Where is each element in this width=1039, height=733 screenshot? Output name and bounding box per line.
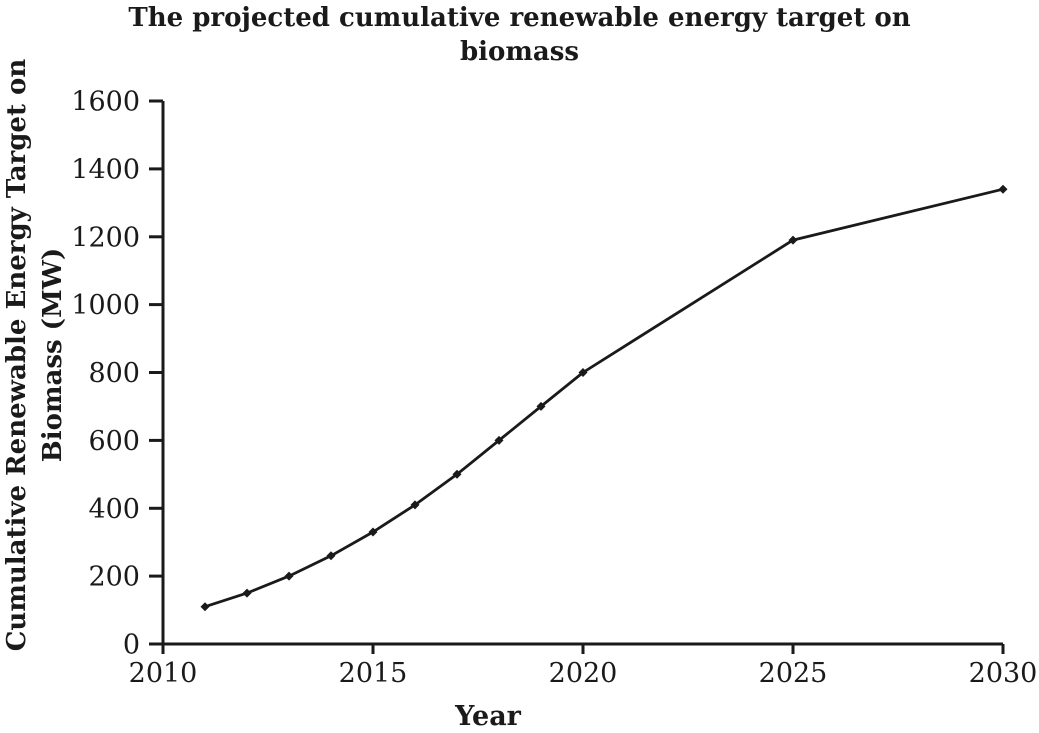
data-point-marker bbox=[326, 551, 336, 561]
y-tick-label: 1200 bbox=[71, 222, 140, 253]
y-tick-label: 1400 bbox=[71, 154, 140, 185]
x-axis-label: Year bbox=[455, 701, 521, 732]
data-point-marker bbox=[410, 500, 420, 510]
y-tick-label: 200 bbox=[88, 562, 140, 593]
chart-title-line-2: biomass bbox=[459, 37, 580, 67]
data-point-marker bbox=[494, 435, 504, 445]
data-point-marker bbox=[284, 571, 294, 581]
x-tick-label: 2015 bbox=[339, 658, 408, 689]
y-tick-label: 0 bbox=[123, 630, 140, 661]
data-point-marker bbox=[998, 184, 1008, 194]
data-point-marker bbox=[452, 469, 462, 479]
y-tick-label: 600 bbox=[88, 426, 140, 457]
data-point-marker bbox=[536, 401, 546, 411]
x-tick-label: 2010 bbox=[129, 658, 198, 689]
y-tick-label: 1600 bbox=[71, 87, 140, 118]
x-tick-label: 2030 bbox=[969, 658, 1038, 689]
y-tick-label: 400 bbox=[88, 494, 140, 525]
x-tick-label: 2025 bbox=[759, 658, 828, 689]
data-point-marker bbox=[242, 588, 252, 598]
data-point-marker bbox=[200, 602, 210, 612]
y-tick-label: 1000 bbox=[71, 290, 140, 321]
series-line bbox=[203, 187, 1005, 609]
data-point-marker bbox=[368, 527, 378, 537]
data-point-marker bbox=[788, 235, 798, 245]
y-tick-label: 800 bbox=[88, 358, 140, 389]
chart-title: The projected cumulative renewable energ… bbox=[0, 1, 1039, 69]
data-point-marker bbox=[578, 368, 588, 377]
chart-title-line-1: The projected cumulative renewable energ… bbox=[128, 3, 911, 33]
x-tick-label: 2020 bbox=[549, 658, 618, 689]
